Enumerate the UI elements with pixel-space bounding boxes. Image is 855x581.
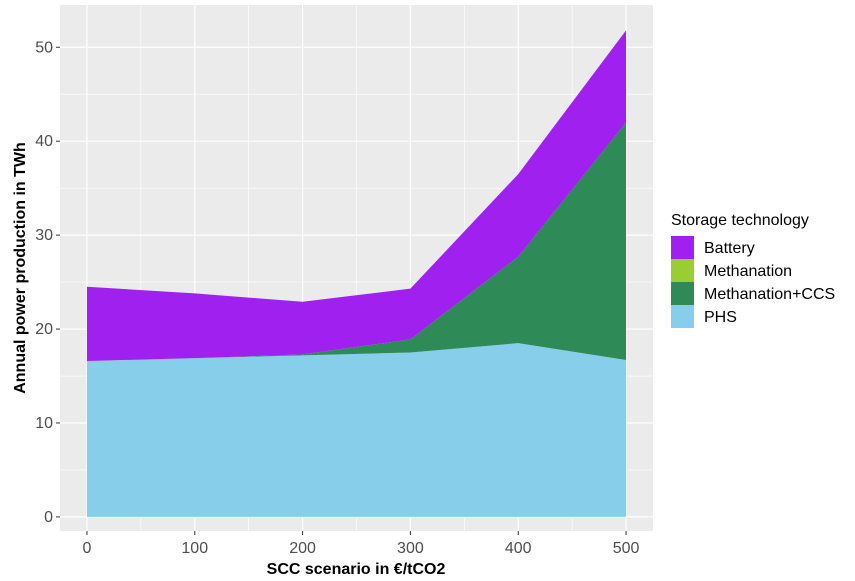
- y-tick-label: 30: [35, 227, 53, 244]
- y-tick-label: 0: [44, 509, 53, 526]
- y-axis-title: Annual power production in TWh: [12, 142, 29, 394]
- legend-key-methanation-ccs: [671, 282, 694, 305]
- x-tick-label: 0: [83, 540, 92, 557]
- legend-key-phs: [671, 305, 694, 328]
- legend-key-battery: [671, 236, 694, 259]
- y-tick-label: 20: [35, 321, 53, 338]
- x-tick-label: 500: [613, 540, 640, 557]
- area-layers: [86, 30, 627, 517]
- x-tick-label: 400: [505, 540, 532, 557]
- legend-label-methanation: Methanation: [704, 263, 792, 280]
- x-tick-label: 300: [397, 540, 424, 557]
- legend-key-methanation: [671, 259, 694, 282]
- legend-items: Battery Methanation Methanation+CCS PHS: [671, 236, 835, 328]
- x-axis-title: SCC scenario in €/tCO2: [267, 561, 446, 578]
- y-tick-label: 50: [35, 39, 53, 56]
- legend-label-battery: Battery: [704, 240, 755, 257]
- x-tick-label: 200: [289, 540, 316, 557]
- legend-label-methanation-ccs: Methanation+CCS: [704, 286, 835, 303]
- y-axis: 0 10 20 30 40 50: [35, 39, 60, 526]
- legend-label-phs: PHS: [704, 309, 737, 326]
- y-tick-label: 10: [35, 415, 53, 432]
- legend-title: Storage technology: [671, 212, 809, 229]
- legend: Storage technology Battery Methanation Met…: [671, 212, 835, 328]
- y-tick-label: 40: [35, 133, 53, 150]
- x-tick-label: 100: [181, 540, 208, 557]
- area-phs: [86, 343, 627, 517]
- area-battery: [86, 30, 627, 361]
- area-methanation-ccs: [86, 122, 627, 361]
- x-axis: 0 100 200 300 400 500: [83, 531, 640, 557]
